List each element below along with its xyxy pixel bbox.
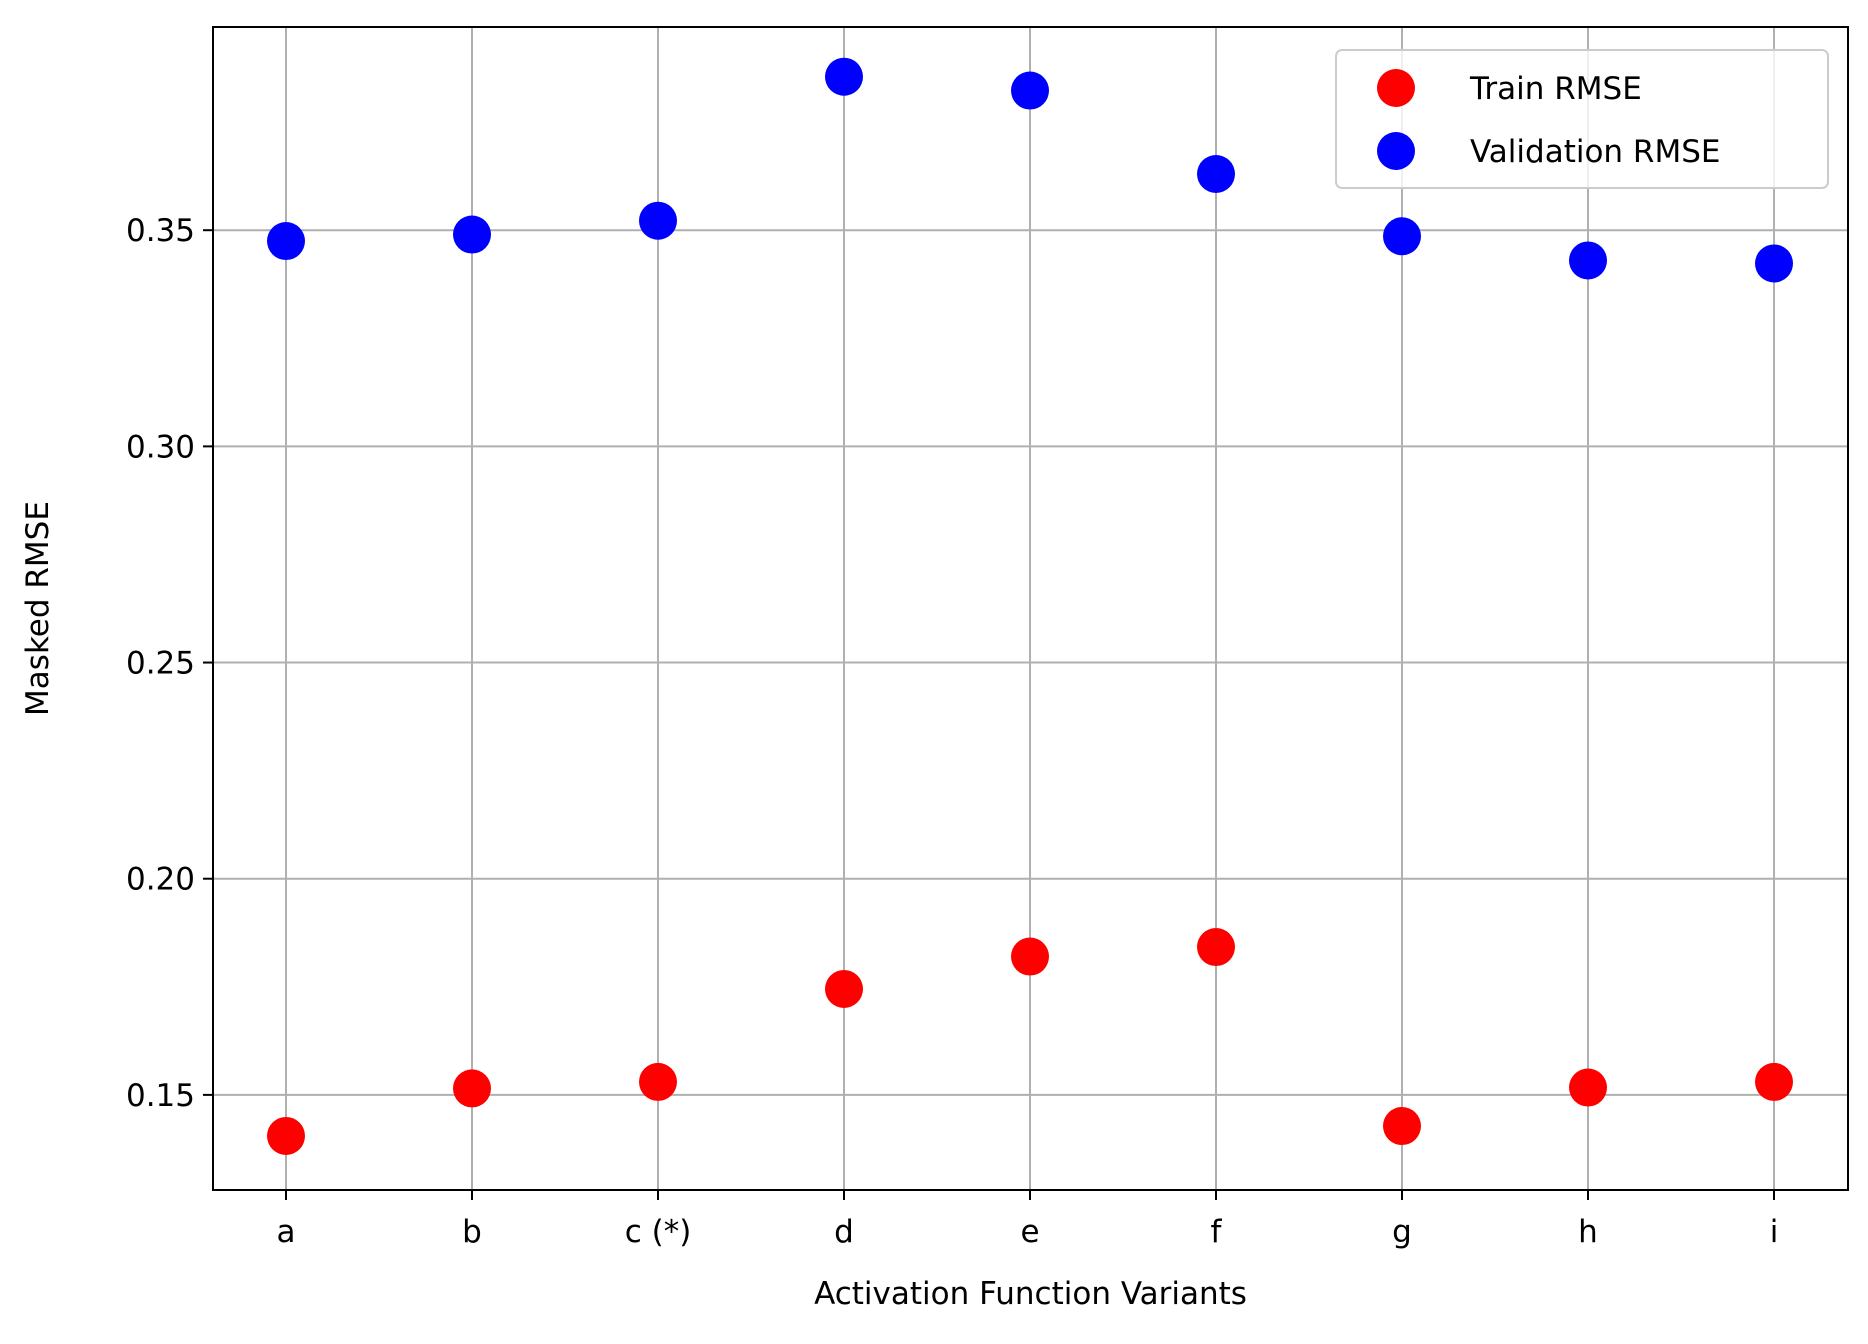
y-tick-label: 0.20 (126, 862, 195, 898)
x-tick-label: c (*) (625, 1214, 692, 1250)
y-tick-label: 0.35 (126, 213, 195, 249)
y-tick-label: 0.15 (126, 1078, 195, 1114)
legend-label-validation: Validation RMSE (1470, 134, 1720, 170)
validation-rmse-point-4 (1011, 71, 1049, 110)
validation-rmse-point-6 (1383, 217, 1421, 256)
train-rmse-point-3 (825, 969, 863, 1008)
validation-rmse-point-8 (1755, 244, 1793, 283)
validation-rmse-point-2 (639, 201, 677, 240)
validation-rmse-point-0 (267, 222, 305, 261)
x-tick-label: g (1392, 1214, 1412, 1250)
x-tick-label: d (834, 1214, 854, 1250)
validation-rmse-point-5 (1197, 154, 1235, 193)
y-tick-label: 0.25 (126, 646, 195, 682)
train-rmse-point-0 (267, 1116, 305, 1155)
validation-rmse-point-1 (453, 215, 491, 254)
validation-rmse-point-3 (825, 57, 863, 96)
x-tick-label: f (1211, 1214, 1223, 1250)
legend-box (1335, 49, 1829, 189)
x-tick-label: e (1020, 1214, 1039, 1250)
x-tick-label: h (1578, 1214, 1598, 1250)
axis-ticks: a b c (*) d e f g h i 0.15 0.20 0.25 0.30 0.35 (126, 213, 1778, 1250)
train-rmse-point-1 (453, 1069, 491, 1108)
legend-marker-validation (1377, 132, 1415, 170)
train-rmse-point-8 (1755, 1062, 1793, 1101)
train-rmse-point-7 (1569, 1068, 1607, 1107)
x-tick-label: b (462, 1214, 482, 1250)
x-axis-title: Activation Function Variants (814, 1276, 1247, 1312)
x-tick-label: a (277, 1214, 296, 1250)
train-rmse-point-6 (1383, 1107, 1421, 1146)
train-rmse-point-2 (639, 1062, 677, 1101)
y-tick-label: 0.30 (126, 429, 195, 465)
data-points (267, 57, 1793, 1155)
validation-rmse-point-7 (1569, 241, 1607, 280)
legend-label-train: Train RMSE (1469, 71, 1642, 107)
train-rmse-point-4 (1011, 937, 1049, 976)
x-tick-label: i (1770, 1214, 1779, 1250)
y-axis-title: Masked RMSE (20, 501, 56, 716)
legend: Train RMSE Validation RMSE (1335, 49, 1829, 189)
legend-marker-train (1377, 69, 1415, 107)
train-rmse-point-5 (1197, 928, 1235, 967)
